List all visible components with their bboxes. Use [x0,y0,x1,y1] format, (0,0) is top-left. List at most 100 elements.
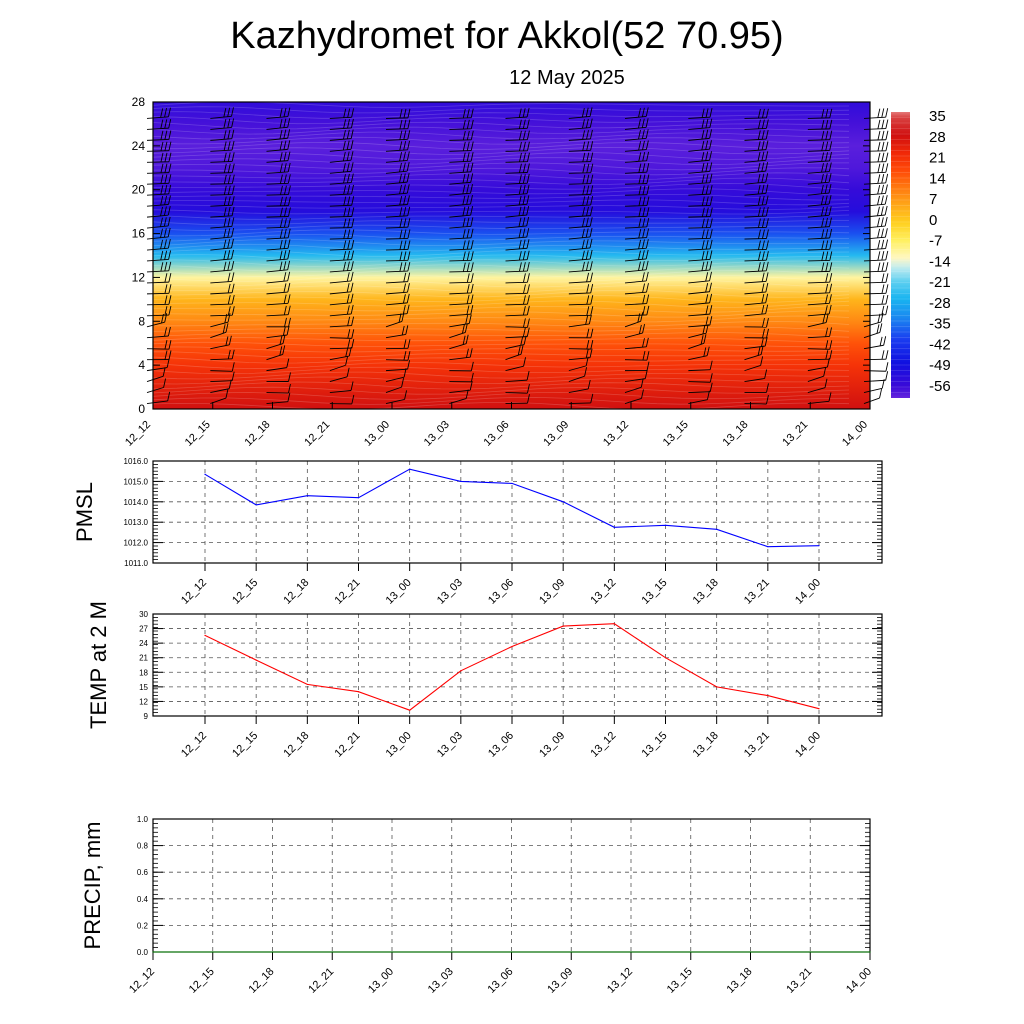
wind-barb-feather [705,250,709,260]
wind-barb-feather [884,195,888,205]
wind-barb-feather [168,295,172,305]
wind-barb-feather [829,141,833,151]
wind-barb-feather [884,228,888,238]
wind-barb-feather [885,294,889,305]
wind-barb-feather [164,250,168,260]
wind-barb [385,359,408,361]
wind-barb-feather [283,261,287,271]
wind-barb [744,248,767,251]
wind-barb-feather [279,174,283,184]
wind-barb-feather [168,250,172,260]
wind-barb-feather [527,284,530,294]
wind-barb [568,388,589,393]
wind-barb-feather [168,119,172,129]
data-point [255,659,257,661]
wind-barb-feather [160,206,163,216]
wind-barb-feather [398,313,402,323]
wind-barb [505,392,528,394]
wind-barb-feather [523,357,527,367]
wind-barb-feather [407,339,411,349]
wind-barb-feather [585,118,589,129]
wind-barb-feather [582,196,586,206]
wind-barb-feather [283,163,287,173]
x-tick-label: 13_03 [426,966,456,996]
wind-barb-feather [758,240,761,250]
wind-barb-feather [284,317,287,327]
wind-barb-feather [167,391,171,401]
wind-barb-feather [403,151,406,161]
wind-barb-feather [399,218,403,228]
wind-barb-feather [829,108,833,118]
wind-barb-feather [585,261,589,271]
colorbar-label: -21 [929,274,951,291]
x-tick-label: 12_21 [306,966,336,996]
wind-barb-feather [167,326,171,337]
wind-barb-feather [280,185,283,195]
wind-barb-feather [642,323,645,334]
wind-barb-feather [582,185,586,195]
wind-barb-feather [821,130,825,141]
wind-barb-feather [168,195,171,205]
wind-barb-feather [765,218,769,228]
data-point [749,951,752,953]
wind-barb-feather [223,119,227,129]
wind-barb-feather [351,250,354,260]
wind-barb-feather [287,294,291,304]
wind-barb-feather [406,173,410,183]
wind-barb-feather [590,163,594,173]
wind-barb-feather [825,108,829,119]
wind-barb-feather [466,217,470,227]
wind-barb-feather [343,261,346,271]
wind-barb [744,364,761,372]
y-tick-label: 1013.0 [124,518,149,527]
y-tick-label: 24 [132,139,146,153]
wind-barb-feather [160,217,163,227]
wind-barb-feather [279,108,283,118]
wind-barb-feather [705,108,709,118]
wind-barb-feather [884,216,888,227]
data-point [664,524,667,526]
wind-barb-feather [351,184,354,195]
wind-barb-feather [405,325,409,335]
contour-line [152,162,849,171]
data-point [152,951,154,953]
wind-barb-feather [407,140,411,150]
wind-barb-feather [347,240,351,250]
wind-barb-feather [701,218,705,228]
wind-barb-feather [403,262,407,272]
wind-barb-feather [160,196,164,206]
wind-barb [568,375,585,383]
wind-barb-feather [350,151,354,161]
wind-barb-feather [640,378,644,388]
wind-barb-feather [757,119,761,129]
x-tick-label: 13_12 [601,419,631,449]
wind-barb-feather [881,163,885,173]
wind-barb-feather [526,107,530,118]
wind-barb-feather [825,262,829,272]
wind-barb-feather [403,130,407,140]
wind-barb [266,205,289,207]
wind-barb-feather [470,162,474,172]
x-tick-label: 13_09 [541,419,571,449]
y-tick-label: 21 [139,654,148,663]
wind-barb-feather [757,141,761,151]
wind-barb-feather [407,261,411,272]
wind-barb-feather [347,185,351,195]
wind-barb-feather [407,108,411,118]
wind-barb-feather [347,250,351,261]
wind-barb-feather [168,261,172,271]
wind-barb-feather [581,239,585,249]
wind-barb-feather [466,294,470,304]
wind-barb-feather [877,163,881,173]
wind-barb-feather [825,251,829,261]
wind-barb-feather [168,350,172,360]
wind-barb-feather [351,108,355,118]
wind-barb [807,117,830,119]
wind-barb-feather [287,107,291,117]
wind-barb-feather [346,173,350,183]
wind-barb-feather [407,360,411,370]
wind-barb-feather [168,163,172,173]
wind-barb-feather [518,251,522,261]
contour-line [152,337,850,343]
x-tick-label: 13_09 [537,577,567,607]
